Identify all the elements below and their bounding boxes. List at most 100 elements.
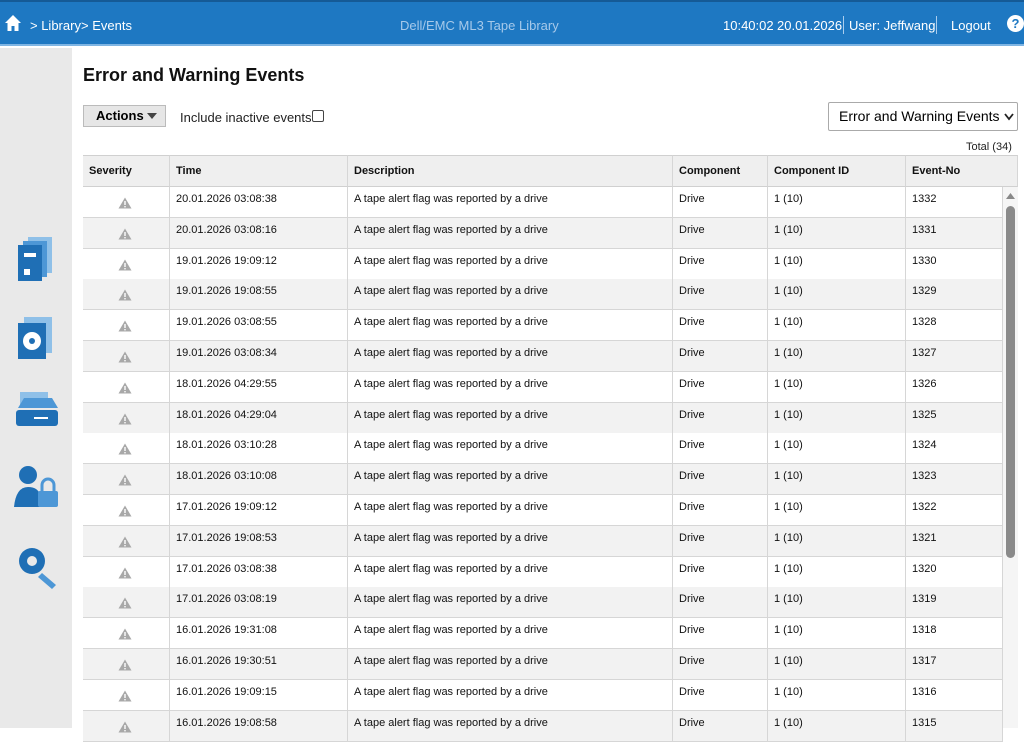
table-cell: 1320	[906, 556, 1003, 588]
table-cell: 16.01.2026 19:09:15	[170, 679, 348, 711]
table-cell: 17.01.2026 03:08:19	[170, 587, 348, 619]
checkbox[interactable]	[312, 110, 324, 122]
table-row[interactable]	[83, 279, 1003, 311]
table-row[interactable]	[83, 341, 1003, 372]
sidebar	[0, 48, 72, 728]
page-title: Error and Warning Events	[83, 65, 305, 85]
column-header[interactable]: Time	[170, 155, 348, 187]
table-cell: 1317	[906, 649, 1003, 680]
scroll-thumb[interactable]	[1006, 206, 1015, 558]
table-cell: Drive	[673, 618, 768, 650]
warning-icon	[118, 443, 132, 455]
table-cell: 1324	[906, 433, 1003, 465]
table-row[interactable]	[83, 433, 1003, 465]
table-cell: A tape alert flag was reported by a driv…	[348, 679, 673, 711]
warning-icon	[118, 567, 132, 579]
help[interactable]: ?	[1007, 15, 1024, 32]
warning-icon	[118, 413, 132, 425]
warning-icon	[118, 197, 132, 209]
table-row[interactable]	[83, 618, 1003, 650]
warning-icon	[118, 382, 132, 394]
date: 20.01.2026	[777, 18, 843, 33]
table-cell: 1 (10)	[768, 618, 906, 650]
table-row[interactable]	[83, 371, 1003, 403]
table-row[interactable]	[83, 587, 1003, 619]
table-cell: 17.01.2026 03:08:38	[170, 556, 348, 588]
table-cell: 20.01.2026 03:08:16	[170, 217, 348, 249]
column-header[interactable]: Event-No	[906, 155, 1018, 187]
table-cell: A tape alert flag was reported by a driv…	[348, 649, 673, 680]
table-cell: 1 (10)	[768, 649, 906, 680]
warning-icon	[118, 474, 132, 486]
warning-icon	[118, 597, 132, 609]
column-header[interactable]: Component ID	[768, 155, 906, 187]
table-cell: 1319	[906, 587, 1003, 619]
app-title: Dell/EMC ML3 Tape Library	[400, 18, 559, 33]
table-row[interactable]	[83, 187, 1003, 218]
table-cell: A tape alert flag was reported by a driv…	[348, 371, 673, 403]
severity-cell	[83, 371, 170, 403]
table-cell: A tape alert flag was reported by a driv…	[348, 341, 673, 372]
severity-cell	[83, 402, 170, 434]
nav-icons[interactable]	[14, 233, 58, 593]
home-icon[interactable]	[4, 14, 22, 32]
table-cell: 1328	[906, 310, 1003, 342]
table-cell: A tape alert flag was reported by a driv…	[348, 464, 673, 496]
warning-icon	[118, 228, 132, 240]
warning-icon	[118, 351, 132, 363]
severity-cell	[83, 556, 170, 588]
table-cell: 1 (10)	[768, 310, 906, 342]
caret	[147, 113, 158, 119]
warning-icon	[118, 628, 132, 640]
table-cell: Drive	[673, 402, 768, 434]
table-cell: A tape alert flag was reported by a driv…	[348, 433, 673, 465]
table-row[interactable]	[83, 248, 1003, 280]
table-cell: 1322	[906, 495, 1003, 526]
table-cell: 1 (10)	[768, 433, 906, 465]
table-cell: A tape alert flag was reported by a driv…	[348, 710, 673, 742]
table-cell: A tape alert flag was reported by a driv…	[348, 556, 673, 588]
table-row[interactable]	[83, 402, 1003, 434]
table-row[interactable]	[83, 464, 1003, 496]
table-row[interactable]	[83, 649, 1003, 680]
table-cell: 1323	[906, 464, 1003, 496]
table-row[interactable]	[83, 310, 1003, 342]
table-row[interactable]	[83, 679, 1003, 711]
breadcrumb[interactable]: > Events	[81, 18, 132, 33]
table-cell: 16.01.2026 19:30:51	[170, 649, 348, 680]
table-cell: 1316	[906, 679, 1003, 711]
table-row[interactable]	[83, 495, 1003, 526]
actions-button[interactable]: Actions	[83, 105, 166, 127]
table-cell: 19.01.2026 03:08:34	[170, 341, 348, 372]
table-cell: A tape alert flag was reported by a driv…	[348, 310, 673, 342]
table-row[interactable]	[83, 217, 1003, 249]
logout[interactable]: Logout	[951, 18, 991, 33]
table-cell: A tape alert flag was reported by a driv…	[348, 187, 673, 218]
separator	[843, 16, 844, 34]
table-cell: 1 (10)	[768, 587, 906, 619]
table-cell: 20.01.2026 03:08:38	[170, 187, 348, 218]
table-cell: 1326	[906, 371, 1003, 403]
breadcrumb[interactable]: > Library	[30, 18, 81, 33]
filter-value[interactable]: Error and Warning Events	[839, 108, 1000, 124]
filter-select[interactable]: Error and Warning Events	[828, 102, 1018, 131]
severity-cell	[83, 710, 170, 742]
table-cell: 1 (10)	[768, 710, 906, 742]
scrollbar[interactable]	[1003, 187, 1018, 728]
table-row[interactable]	[83, 525, 1003, 557]
table-cell: 1 (10)	[768, 556, 906, 588]
table-cell: Drive	[673, 556, 768, 588]
severity-cell	[83, 341, 170, 372]
table-cell: Drive	[673, 587, 768, 619]
table-row[interactable]	[83, 556, 1003, 588]
table-cell: 1 (10)	[768, 187, 906, 218]
table-cell: 17.01.2026 19:08:53	[170, 525, 348, 557]
table-cell: 1 (10)	[768, 248, 906, 280]
scroll-up[interactable]	[1006, 193, 1015, 200]
column-header[interactable]: Description	[348, 155, 673, 187]
column-header[interactable]: Severity	[83, 155, 170, 187]
actions-label[interactable]: Actions	[96, 108, 144, 123]
table-cell: 1 (10)	[768, 525, 906, 557]
table-cell: 19.01.2026 19:09:12	[170, 248, 348, 280]
column-header[interactable]: Component	[673, 155, 768, 187]
